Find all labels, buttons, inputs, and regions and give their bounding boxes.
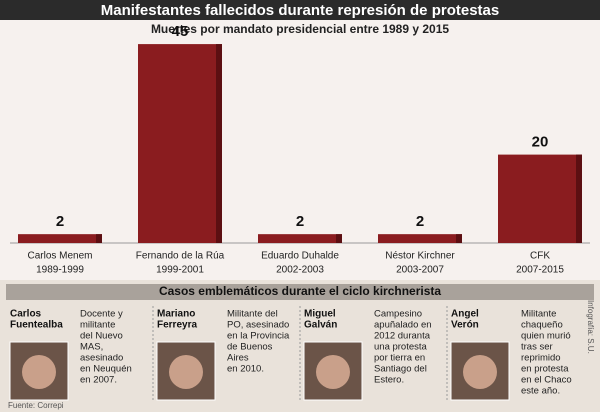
case-name: Ferreyra [157, 320, 197, 331]
value-label: 2 [416, 213, 424, 230]
bar [138, 44, 222, 243]
x-tick-label: Carlos Menem [27, 251, 92, 262]
value-label: 2 [56, 213, 64, 230]
value-label: 20 [532, 134, 549, 151]
case-description: de Buenos [227, 342, 273, 353]
case-description: MAS, [80, 342, 103, 353]
case-description: Militante [521, 309, 556, 320]
case-name: Mariano [157, 309, 195, 320]
case-description: asesinado [80, 353, 123, 364]
x-tick-label: Fernando de la Rúa [136, 251, 225, 262]
value-label: 45 [172, 23, 189, 40]
case-name: Verón [451, 320, 479, 331]
bar-shade [96, 234, 102, 243]
case-photo-face [22, 355, 56, 389]
bar-shade [456, 234, 462, 243]
period-label: 2007-2015 [516, 265, 564, 276]
bar-shade [576, 154, 582, 243]
x-tick-label: Eduardo Duhalde [261, 251, 339, 262]
source: Fuente: Correpi [8, 401, 64, 410]
bar [258, 234, 342, 243]
case-description: en la Provincia [227, 331, 290, 342]
case-description: en 2007. [80, 375, 117, 386]
case-description: Santiago del [374, 364, 427, 375]
case-name: Angel [451, 309, 479, 320]
bar [378, 234, 462, 243]
case-description: 2012 duranta [374, 331, 431, 342]
case-description: por tierra en [374, 353, 425, 364]
bar [498, 154, 582, 243]
case-description: militante [80, 320, 115, 331]
cases-title: Casos emblemáticos durante el ciclo kirc… [159, 284, 441, 298]
case-description: este año. [521, 386, 560, 397]
x-tick-label: CFK [530, 251, 550, 262]
case-description: del Nuevo [80, 331, 123, 342]
chart-title: Manifestantes fallecidos durante represi… [101, 2, 499, 19]
case-photo-face [316, 355, 350, 389]
period-label: 2002-2003 [276, 265, 324, 276]
period-label: 2003-2007 [396, 265, 444, 276]
case-name: Fuentealba [10, 320, 63, 331]
case-description: Campesino [374, 309, 422, 320]
case-description: Aires [227, 353, 249, 364]
case-name: Miguel [304, 309, 336, 320]
case-description: en el Chaco [521, 375, 572, 386]
period-label: 1989-1999 [36, 265, 84, 276]
case-description: en Neuquén [80, 364, 132, 375]
cases-header [6, 284, 594, 300]
bar [18, 234, 102, 243]
case-name: Carlos [10, 309, 42, 320]
case-description: apuñalado en [374, 320, 432, 331]
case-description: en 2010. [227, 364, 264, 375]
x-tick-label: Néstor Kirchner [385, 251, 455, 262]
chart-subtitle: Muertes por mandato presidencial entre 1… [151, 22, 449, 36]
case-description: reprimido [521, 353, 561, 364]
case-description: Docente y [80, 309, 123, 320]
value-label: 2 [296, 213, 304, 230]
case-photo-face [463, 355, 497, 389]
case-description: una protesta [374, 342, 428, 353]
case-description: Militante del [227, 309, 278, 320]
case-name: Galván [304, 320, 337, 331]
case-description: Estero. [374, 375, 404, 386]
bar-shade [336, 234, 342, 243]
title-bar [0, 0, 600, 20]
case-description: quien murió [521, 331, 571, 342]
case-description: chaqueño [521, 320, 563, 331]
period-label: 1999-2001 [156, 265, 204, 276]
case-description: en protesta [521, 364, 569, 375]
case-description: tras ser [521, 342, 553, 353]
bar-shade [216, 44, 222, 243]
credit: Infografía: S.U. [586, 300, 595, 354]
case-description: PO, asesinado [227, 320, 289, 331]
case-photo-face [169, 355, 203, 389]
